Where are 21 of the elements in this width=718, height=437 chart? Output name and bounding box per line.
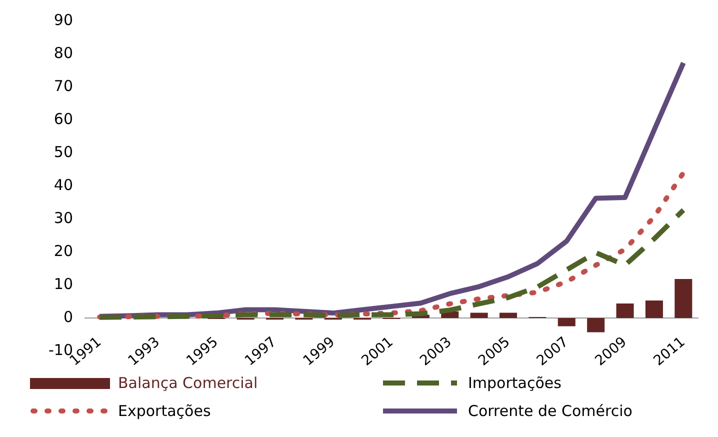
- bar: [558, 318, 576, 326]
- bar: [674, 279, 692, 318]
- text: Balança Comercial: [118, 374, 258, 392]
- y-tick-label: 50: [54, 142, 73, 161]
- legend-label: Corrente de Comércio: [468, 402, 632, 420]
- y-tick-label: 0: [63, 308, 73, 326]
- y-tick-label: 10: [54, 274, 73, 293]
- bar: [587, 318, 605, 332]
- y-tick-label: 60: [54, 110, 73, 128]
- y-tick-label: 20: [54, 242, 73, 260]
- bar: [500, 312, 518, 318]
- y-tick-label: 90: [54, 10, 73, 29]
- y-tick-label: 30: [54, 208, 73, 227]
- bar: [616, 303, 634, 318]
- bar: [645, 300, 663, 318]
- legend-label: Exportações: [118, 402, 211, 420]
- legend-label: Importações: [468, 374, 562, 392]
- y-tick-label: 80: [54, 44, 73, 62]
- y-tick-label: 40: [54, 176, 73, 194]
- y-tick-label: 70: [54, 76, 73, 95]
- bar: [470, 312, 488, 318]
